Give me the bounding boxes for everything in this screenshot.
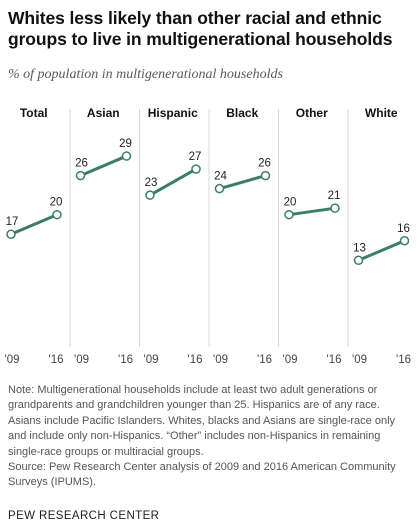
data-point: [330, 203, 340, 213]
series-line: [148, 167, 198, 197]
data-label: 29: [119, 138, 132, 150]
x-tick-label: '16: [327, 354, 342, 366]
footnote: Note: Multigenerational households inclu…: [8, 383, 414, 491]
series-line: [79, 154, 128, 178]
data-label: 26: [75, 158, 88, 170]
panel-label-other: Other: [296, 106, 328, 120]
data-label: 16: [397, 223, 410, 235]
organization-name: PEW RESEARCH CENTER: [8, 510, 160, 522]
x-tick-label: '09: [213, 354, 228, 366]
data-point: [399, 236, 410, 246]
series-line: [218, 174, 267, 191]
data-point: [145, 190, 155, 200]
data-label: 23: [145, 177, 158, 189]
data-point: [214, 183, 225, 194]
x-tick-label: '09: [74, 354, 89, 366]
series-line: [9, 213, 59, 236]
note-text: Note: Multigenerational households inclu…: [8, 384, 396, 458]
chart-subtitle: % of population in multigenerational hou…: [8, 67, 283, 82]
x-tick-label: '16: [188, 354, 203, 366]
series-line: [357, 239, 406, 262]
x-tick-label: '09: [352, 354, 367, 366]
panel-label-asian: Asian: [87, 106, 120, 120]
data-label: 13: [353, 242, 366, 254]
data-label: 17: [6, 216, 19, 228]
data-label: 26: [258, 158, 271, 170]
x-tick-label: '09: [5, 354, 20, 366]
series-line: [287, 206, 337, 217]
data-point: [353, 255, 364, 266]
data-label: 20: [284, 197, 297, 209]
panel-label-total: Total: [20, 106, 48, 120]
small-multiples-chart: Total 17 20 '09 '16 Asian 26 29 '09 '16 Hispanic 23…: [5, 106, 412, 366]
data-label: 27: [189, 151, 202, 163]
chart-title: Whites less likely than other racial and…: [8, 8, 393, 49]
data-point: [52, 209, 62, 220]
x-tick-label: '16: [49, 354, 64, 366]
source-text: Source: Pew Research Center analysis of …: [8, 461, 396, 489]
data-label: 20: [50, 197, 63, 209]
panel-label-hispanic: Hispanic: [148, 106, 198, 120]
x-tick-label: '16: [257, 354, 272, 366]
x-tick-label: '16: [118, 354, 133, 366]
x-tick-label: '09: [283, 354, 298, 366]
panel-label-black: Black: [226, 106, 258, 120]
x-tick-label: '16: [396, 354, 411, 366]
data-point: [6, 229, 16, 239]
data-label: 24: [214, 171, 227, 183]
data-point: [75, 170, 86, 181]
panel-label-white: White: [365, 106, 398, 120]
data-point: [121, 151, 132, 161]
data-point: [260, 170, 271, 181]
x-tick-label: '09: [144, 354, 159, 366]
data-point: [284, 209, 294, 220]
data-label: 21: [328, 190, 341, 202]
data-point: [191, 164, 201, 174]
